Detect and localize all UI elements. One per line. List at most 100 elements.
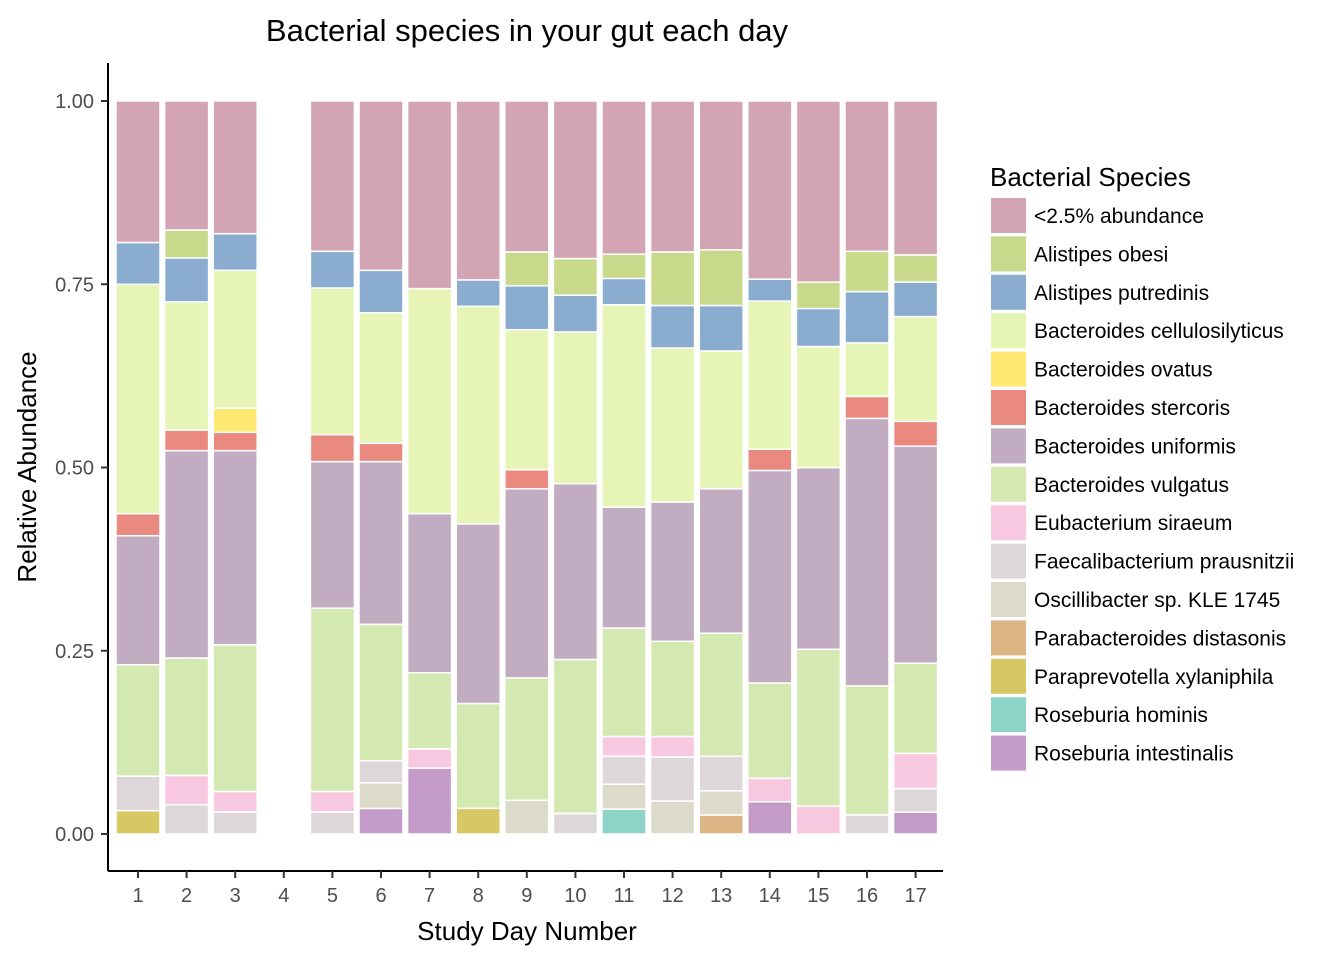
bar-segment-day-17-roseburia-intestinalis bbox=[892, 811, 939, 835]
bar-segment-day-9-alistipes-obesi bbox=[504, 251, 550, 287]
bar-segment-day-6-oscillibacter-sp-kle-1745 bbox=[358, 781, 404, 810]
x-tick-label: 9 bbox=[521, 885, 532, 907]
bar-segment-day-11-oscillibacter-sp-kle-1745 bbox=[601, 783, 647, 810]
x-tick-label: 13 bbox=[710, 885, 732, 907]
bar-segment-day-1-bacteroides-uniformis bbox=[115, 534, 161, 666]
x-axis-label: Study Day Number bbox=[417, 916, 637, 946]
bar-segment-day-5-bacteroides-stercoris bbox=[309, 433, 356, 463]
bar-segment-day-14-2-5-abundance bbox=[747, 100, 793, 280]
bar-segment-day-16-alistipes-putredinis bbox=[844, 290, 890, 344]
bar-segment-day-11-2-5-abundance bbox=[601, 100, 647, 255]
bar-segment-day-7-roseburia-intestinalis bbox=[406, 767, 453, 835]
bar-segment-day-9-oscillibacter-sp-kle-1745 bbox=[504, 799, 550, 835]
bar-segment-day-8-paraprevotella-xylaniphila bbox=[455, 807, 501, 835]
legend-swatch-bacteroides-stercoris bbox=[991, 390, 1026, 425]
bar-segment-day-3-faecalibacterium-prausnitzii bbox=[212, 811, 258, 835]
bar-segment-day-6-faecalibacterium-prausnitzii bbox=[358, 759, 404, 784]
legend-swatch-faecalibacterium-prausnitzii bbox=[991, 543, 1026, 579]
bar-segment-day-2-alistipes-putredinis bbox=[163, 257, 210, 303]
x-tick-label: 12 bbox=[661, 885, 683, 907]
bar-segment-day-7-bacteroides-uniformis bbox=[406, 512, 453, 674]
bar-segment-day-14-bacteroides-vulgatus bbox=[747, 682, 793, 780]
legend-swatch-2-5-abundance bbox=[991, 198, 1026, 233]
legend-label: Bacteroides vulgatus bbox=[1034, 474, 1229, 497]
bar-segment-day-6-bacteroides-cellulosilyticus bbox=[358, 312, 404, 445]
legend-label: Roseburia intestinalis bbox=[1034, 743, 1234, 766]
bar-segment-day-7-bacteroides-vulgatus bbox=[406, 671, 453, 750]
bar-segment-day-7-bacteroides-cellulosilyticus bbox=[406, 287, 453, 515]
bar-segment-day-12-eubacterium-siraeum bbox=[649, 735, 696, 758]
legend-label: Bacteroides ovatus bbox=[1034, 359, 1213, 382]
bar-segment-day-3-2-5-abundance bbox=[212, 100, 258, 235]
bar-segment-day-5-bacteroides-cellulosilyticus bbox=[309, 287, 356, 436]
bar-segment-day-16-2-5-abundance bbox=[844, 100, 890, 253]
legend-swatch-roseburia-intestinalis bbox=[991, 735, 1026, 771]
bar-segment-day-13-oscillibacter-sp-kle-1745 bbox=[698, 790, 744, 816]
x-tick-label: 16 bbox=[856, 885, 878, 907]
bar-segment-day-11-bacteroides-cellulosilyticus bbox=[601, 304, 647, 508]
bar-segment-day-12-faecalibacterium-prausnitzii bbox=[649, 756, 696, 802]
bar-segment-day-11-bacteroides-uniformis bbox=[601, 506, 647, 629]
bar-segment-day-14-alistipes-putredinis bbox=[747, 278, 793, 302]
bar-segment-day-1-alistipes-putredinis bbox=[115, 241, 161, 286]
bar-segment-day-1-bacteroides-vulgatus bbox=[115, 663, 161, 777]
bar-segment-day-3-bacteroides-uniformis bbox=[212, 449, 258, 646]
bar-segment-day-1-faecalibacterium-prausnitzii bbox=[115, 775, 161, 812]
legend-label: <2.5% abundance bbox=[1034, 205, 1204, 228]
legend-label: Paraprevotella xylaniphila bbox=[1034, 666, 1274, 689]
legend-label: Alistipes obesi bbox=[1034, 243, 1168, 266]
bar-segment-day-3-bacteroides-vulgatus bbox=[212, 644, 258, 793]
bars-group bbox=[115, 100, 939, 835]
bar-segment-day-3-bacteroides-ovatus bbox=[212, 407, 258, 434]
bar-segment-day-14-eubacterium-siraeum bbox=[747, 777, 793, 803]
x-tick-label: 17 bbox=[904, 885, 926, 907]
bar-segment-day-2-bacteroides-stercoris bbox=[163, 429, 210, 452]
legend-label: Parabacteroides distasonis bbox=[1034, 627, 1286, 650]
bar-segment-day-17-bacteroides-uniformis bbox=[892, 445, 939, 664]
bar-segment-day-15-bacteroides-cellulosilyticus bbox=[795, 345, 842, 469]
x-tick-label: 8 bbox=[473, 885, 484, 907]
bar-segment-day-8-alistipes-putredinis bbox=[455, 279, 501, 308]
bar-segment-day-9-bacteroides-cellulosilyticus bbox=[504, 328, 550, 471]
bar-segment-day-8-bacteroides-uniformis bbox=[455, 523, 501, 705]
bar-segment-day-1-bacteroides-stercoris bbox=[115, 512, 161, 537]
bar-segment-day-3-alistipes-putredinis bbox=[212, 232, 258, 272]
legend-label: Alistipes putredinis bbox=[1034, 282, 1209, 305]
bar-segment-day-16-bacteroides-vulgatus bbox=[844, 685, 890, 816]
bar-segment-day-10-alistipes-putredinis bbox=[552, 294, 599, 333]
bar-segment-day-12-alistipes-putredinis bbox=[649, 304, 696, 349]
legend-label: Eubacterium siraeum bbox=[1034, 512, 1232, 535]
bar-segment-day-14-bacteroides-cellulosilyticus bbox=[747, 300, 793, 450]
legend-swatch-eubacterium-siraeum bbox=[991, 505, 1026, 541]
legend-swatch-bacteroides-uniformis bbox=[991, 428, 1026, 464]
legend-label: Roseburia hominis bbox=[1034, 704, 1208, 727]
legend-label: Bacteroides stercoris bbox=[1034, 397, 1230, 420]
y-tick-label: 1.00 bbox=[55, 91, 94, 113]
y-tick-label: 0.75 bbox=[55, 274, 94, 296]
legend-items: <2.5% abundance Alistipes obesi Alistipes … bbox=[991, 198, 1294, 771]
bar-segment-day-16-alistipes-obesi bbox=[844, 250, 890, 293]
bar-segment-day-15-alistipes-obesi bbox=[795, 281, 842, 310]
legend: Bacterial Species <2.5% abundance Alistip… bbox=[990, 162, 1294, 771]
bar-segment-day-12-bacteroides-cellulosilyticus bbox=[649, 347, 696, 503]
bar-segment-day-6-2-5-abundance bbox=[358, 100, 404, 272]
bar-segment-day-14-bacteroides-uniformis bbox=[747, 469, 793, 684]
bar-segment-day-5-2-5-abundance bbox=[309, 100, 356, 253]
bar-segment-day-2-bacteroides-cellulosilyticus bbox=[163, 301, 210, 431]
bar-segment-day-12-2-5-abundance bbox=[649, 100, 696, 253]
legend-swatch-bacteroides-cellulosilyticus bbox=[991, 313, 1026, 349]
bar-segment-day-11-roseburia-hominis bbox=[601, 808, 647, 835]
bar-segment-day-15-2-5-abundance bbox=[795, 100, 842, 283]
bar-segment-day-5-faecalibacterium-prausnitzii bbox=[309, 811, 356, 835]
bar-segment-day-13-bacteroides-uniformis bbox=[698, 488, 744, 634]
bar-segment-day-7-eubacterium-siraeum bbox=[406, 748, 453, 769]
bar-segment-day-13-alistipes-putredinis bbox=[698, 304, 744, 352]
bar-segment-day-17-bacteroides-stercoris bbox=[892, 420, 939, 447]
bar-segment-day-14-bacteroides-stercoris bbox=[747, 448, 793, 472]
bar-segment-day-11-eubacterium-siraeum bbox=[601, 735, 647, 758]
bar-segment-day-12-alistipes-obesi bbox=[649, 251, 696, 307]
bar-segment-day-8-2-5-abundance bbox=[455, 100, 501, 281]
bar-segment-day-10-bacteroides-cellulosilyticus bbox=[552, 331, 599, 485]
y-tick-label: 0.25 bbox=[55, 641, 94, 663]
x-tick-label: 1 bbox=[132, 885, 143, 907]
